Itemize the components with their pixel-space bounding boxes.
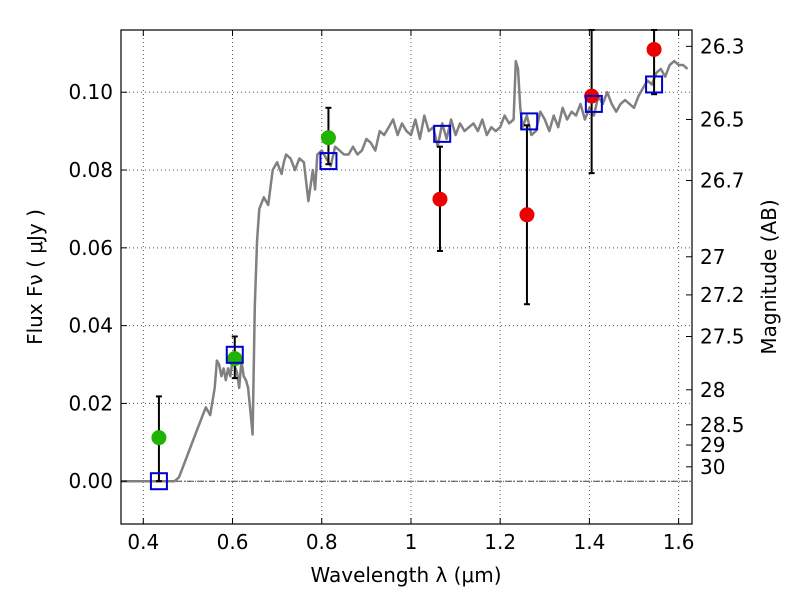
square-blue-point (433, 124, 452, 143)
y-tick-label: 0.08 (68, 158, 113, 182)
magnitude-tick-label: 26.3 (700, 34, 745, 58)
circle-red-point (519, 207, 535, 223)
x-tick-label: 0.6 (217, 530, 249, 554)
square-blue-point (319, 152, 338, 171)
y-tick-label: 0.04 (68, 314, 113, 338)
magnitude-axis-title: Magnitude (AB) (757, 199, 781, 354)
x-axis-title: Wavelength λ (μm) (310, 563, 501, 587)
x-tick-label: 1 (405, 530, 418, 554)
magnitude-tick-label: 29 (700, 433, 725, 457)
magnitude-tick-label: 30 (700, 455, 725, 479)
circle-red-point (432, 191, 448, 207)
square-blue-point (645, 75, 664, 94)
y-axis-title: Flux Fν ( μJy ) (23, 209, 47, 345)
magnitude-tick-label: 28 (700, 378, 725, 402)
plot-frame (120, 29, 693, 525)
y-tick-label: 0.02 (68, 391, 113, 415)
magnitude-tick-label: 28.5 (700, 413, 745, 437)
square-blue-point (584, 94, 603, 113)
circle-green-point (151, 430, 167, 446)
square-blue-point (520, 112, 539, 131)
square-blue-point (225, 345, 244, 364)
square-blue-point (149, 472, 168, 491)
x-axis-ticks: 0.4 0.6 0.8 1 1.2 1.4 1.6 (127, 30, 695, 554)
magnitude-tick-label: 27.5 (700, 325, 745, 349)
magnitude-tick-label: 26.5 (700, 107, 745, 131)
x-tick-label: 0.4 (127, 530, 159, 554)
x-tick-label: 1.6 (663, 530, 695, 554)
circle-green-point (320, 130, 336, 146)
x-tick-label: 0.8 (306, 530, 338, 554)
circle-red-point (646, 41, 662, 57)
y-tick-label: 0.10 (68, 80, 113, 104)
y-axis-ticks: 0.00 0.02 0.04 0.06 0.08 0.10 (68, 80, 127, 493)
grid (121, 30, 692, 524)
model-sed-line (121, 59, 689, 483)
x-tick-label: 1.2 (484, 530, 516, 554)
y-tick-label: 0.06 (68, 236, 113, 260)
y-tick-label: 0.00 (68, 469, 113, 493)
error-bars-layer (155, 29, 658, 483)
magnitude-tick-label: 27 (700, 245, 725, 269)
circle-green-point (227, 351, 243, 367)
data-points-layer (149, 41, 664, 491)
magnitude-tick-label: 27.2 (700, 283, 745, 307)
x-tick-label: 1.4 (573, 530, 605, 554)
magnitude-tick-label: 26.7 (700, 169, 745, 193)
model-sed-layer (121, 59, 689, 483)
